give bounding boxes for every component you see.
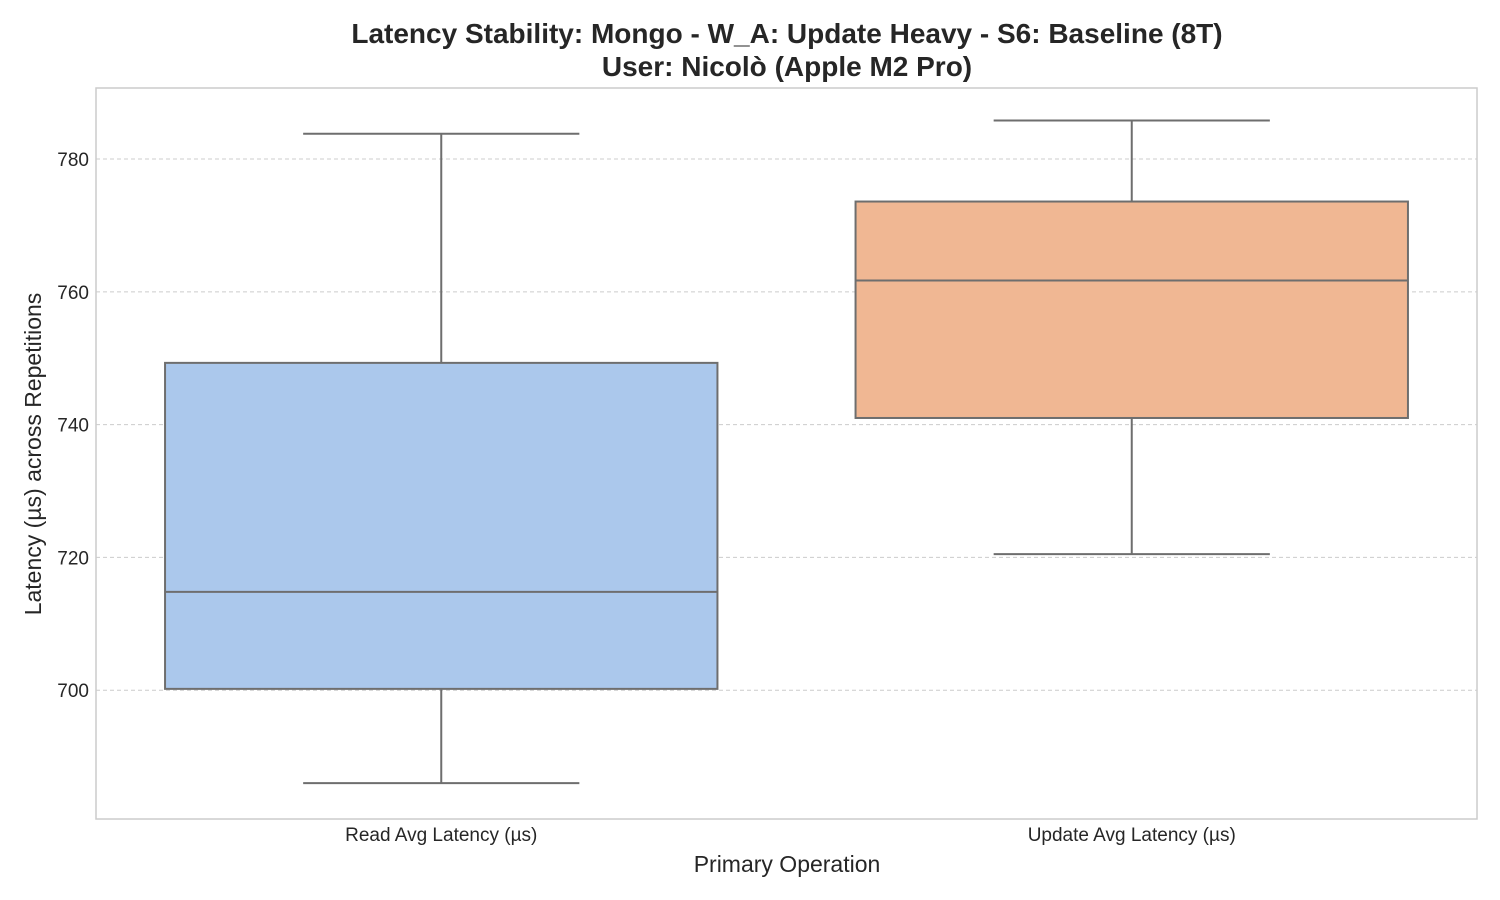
iqr-box — [164, 361, 719, 690]
y-tick-labels: 700 720 740 760 780 — [57, 150, 89, 702]
y-tick-label: 760 — [57, 283, 89, 304]
x-tick-label: Read Avg Latency (µs) — [345, 825, 537, 846]
y-tick-label: 720 — [57, 548, 89, 569]
y-tick-label: 700 — [57, 681, 89, 702]
plot-frame — [95, 87, 1478, 820]
x-tick-labels: Read Avg Latency (µs) Update Avg Latency … — [345, 825, 1236, 846]
chart-subtitle: User: Nicolò (Apple M2 Pro) — [602, 51, 972, 82]
y-tick-label: 740 — [57, 416, 89, 437]
x-axis-label: Primary Operation — [694, 851, 881, 877]
iqr-box — [854, 200, 1409, 419]
box-read — [164, 132, 719, 785]
y-tick-label: 780 — [57, 150, 89, 171]
x-tick-label: Update Avg Latency (µs) — [1028, 825, 1236, 846]
box-update — [854, 119, 1409, 556]
boxes — [164, 119, 1409, 785]
y-axis-label: Latency (µs) across Repetitions — [20, 293, 46, 616]
chart-title: Latency Stability: Mongo - W_A: Update H… — [351, 18, 1222, 49]
